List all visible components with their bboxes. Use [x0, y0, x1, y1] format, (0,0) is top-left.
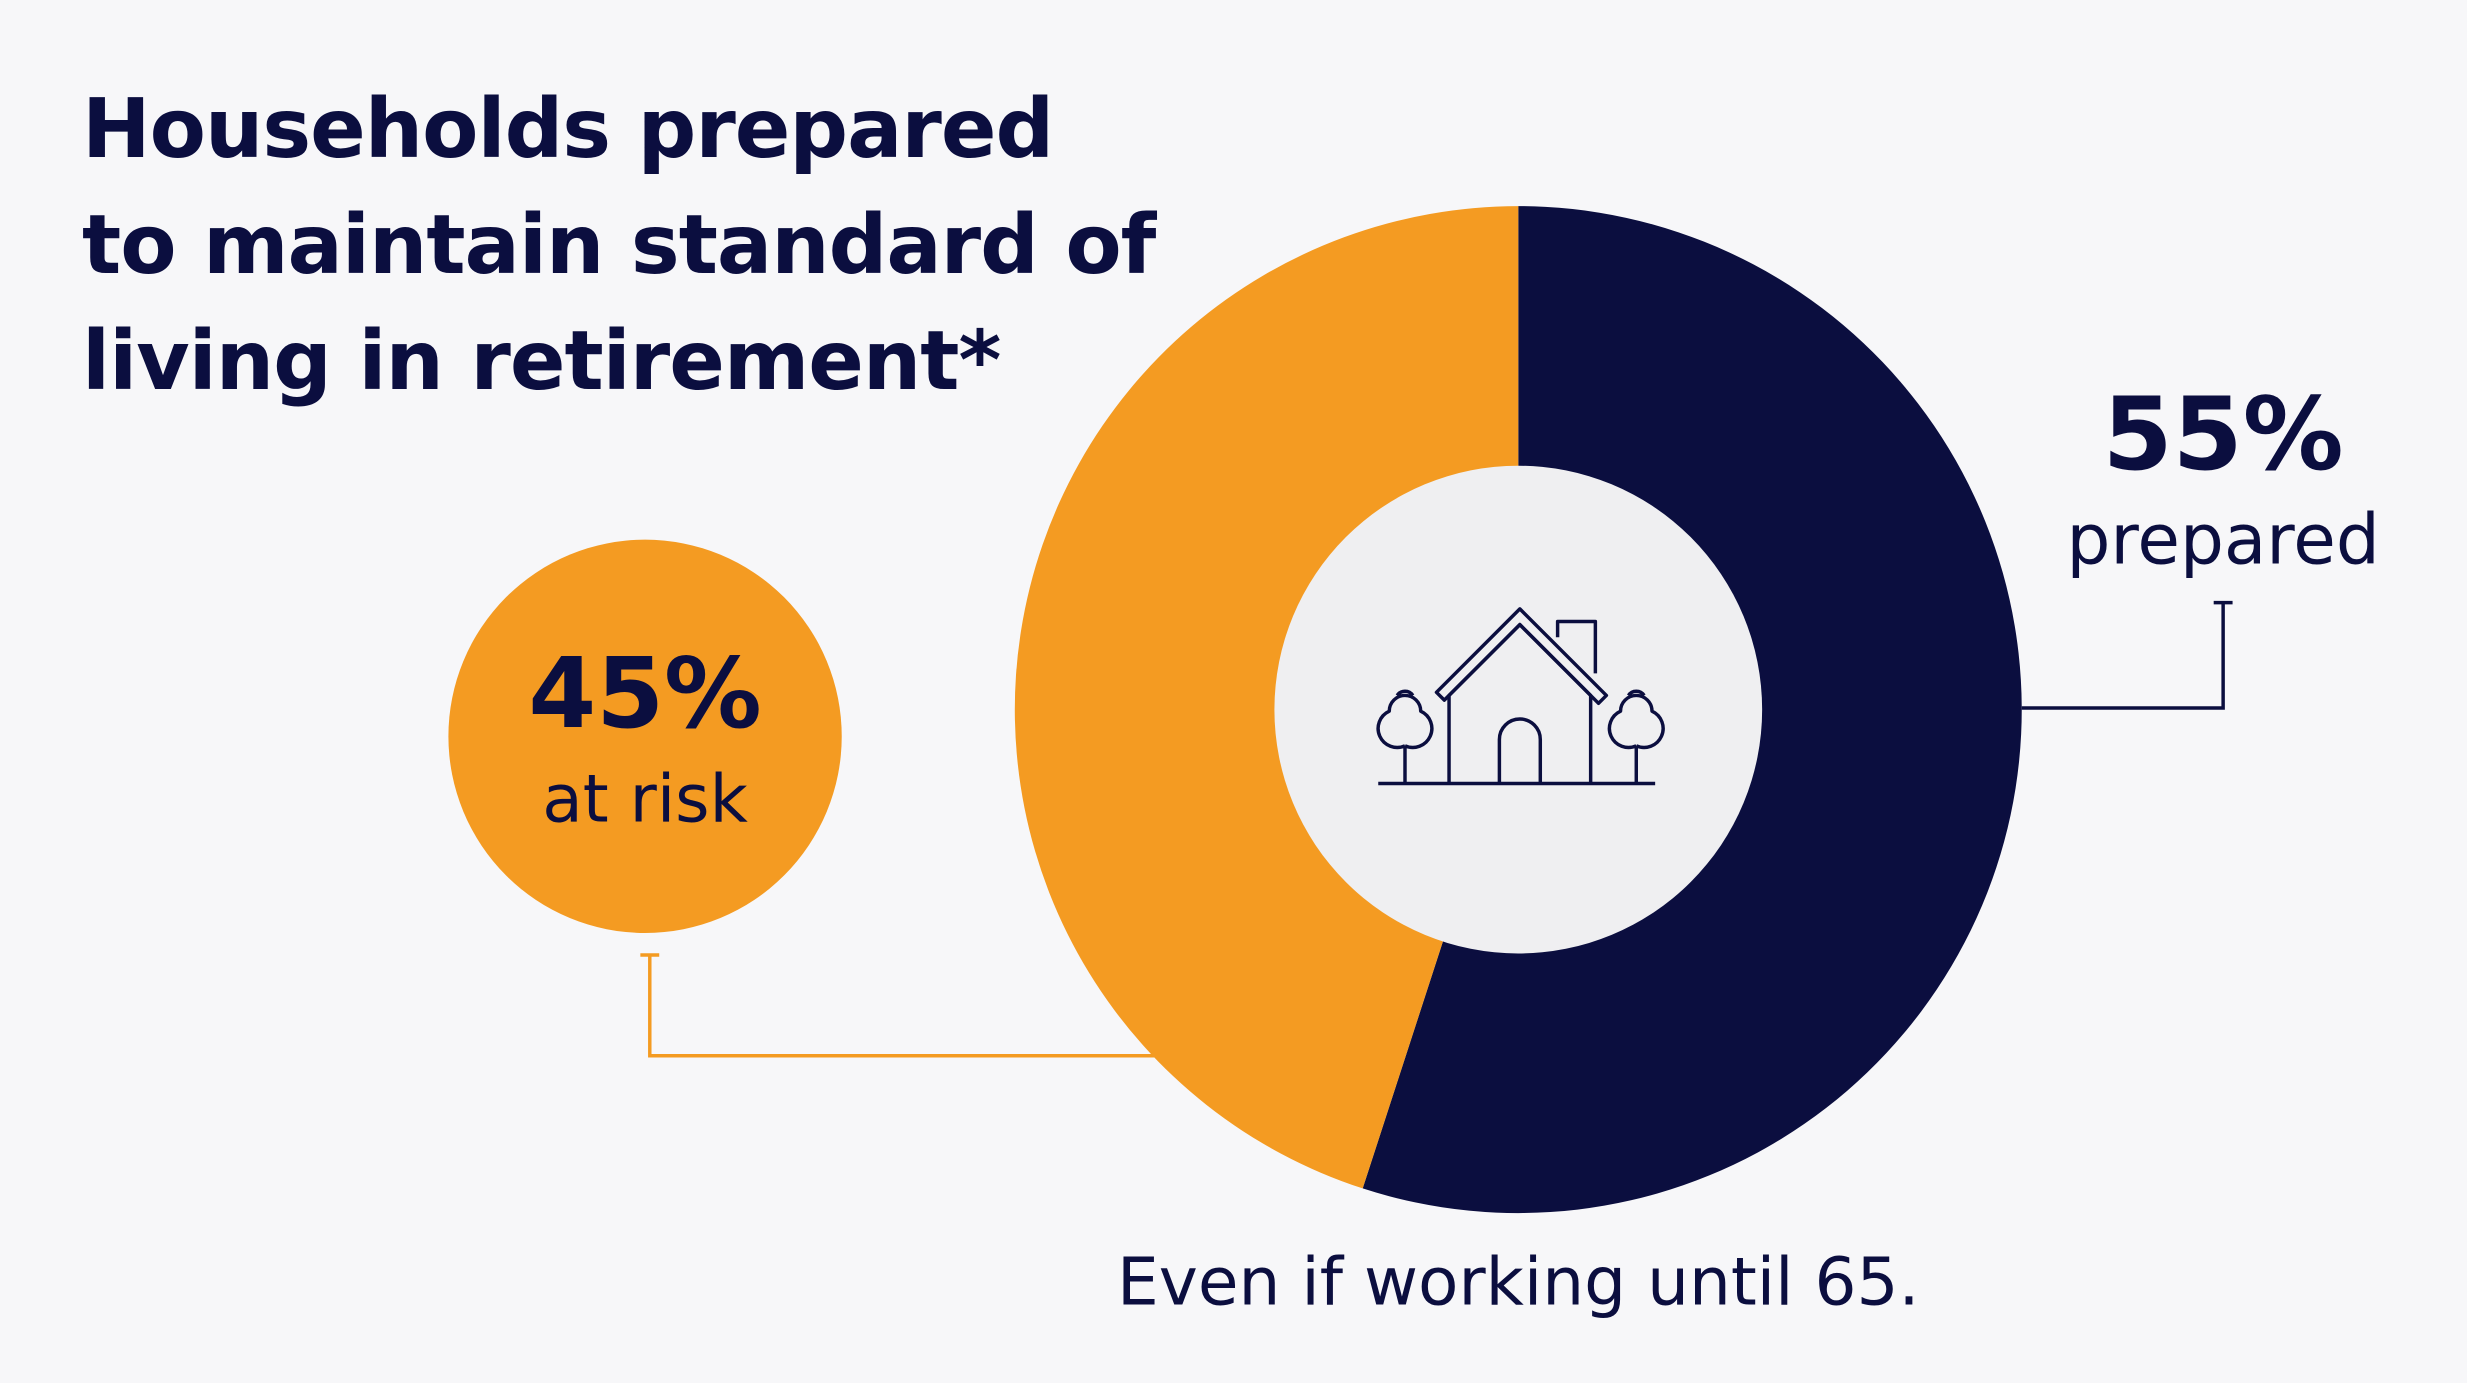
- connector: [2021, 600, 2233, 710]
- connectors: [640, 600, 2233, 1058]
- house-icon: [1376, 607, 1665, 786]
- category-label: at risk: [542, 760, 748, 837]
- category-label: prepared: [2066, 500, 2379, 580]
- donut-hole: [1274, 465, 1763, 954]
- value-label: 45%: [528, 637, 761, 751]
- donut-slice: [1014, 206, 1519, 1189]
- value-label: 55%: [2103, 376, 2344, 493]
- connector: [640, 953, 1157, 1058]
- footnote: Even if working until 65.: [1117, 1243, 1920, 1320]
- callout-bubble: [448, 539, 842, 934]
- chart-title: Households prepared to maintain standard…: [82, 82, 1156, 409]
